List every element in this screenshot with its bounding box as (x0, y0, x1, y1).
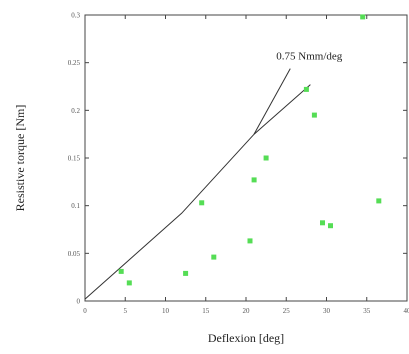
plot-frame (84, 14, 408, 302)
y-tick-label: 0.2 (71, 107, 80, 115)
fit-line (84, 84, 311, 300)
data-points (118, 14, 382, 286)
fit-line-group (84, 84, 311, 300)
x-tick-label: 30 (323, 307, 331, 315)
data-point (126, 280, 132, 286)
y-ticks: 0 0.05 0.1 0.15 0.2 0.25 0.3 (68, 12, 407, 306)
x-ticks: 0 5 10 15 20 25 30 35 40 (83, 15, 409, 315)
y-tick-label: 0.15 (68, 155, 81, 163)
data-point (311, 112, 317, 118)
x-tick-label: 5 (124, 307, 128, 315)
x-tick-label: 10 (162, 307, 170, 315)
data-point (376, 198, 382, 204)
y-tick-label: 0.05 (68, 250, 81, 258)
annotation-pointer (253, 68, 291, 135)
x-tick-label: 25 (283, 307, 291, 315)
x-tick-label: 15 (202, 307, 210, 315)
x-tick-label: 0 (83, 307, 87, 315)
data-point (211, 254, 217, 260)
data-point (247, 238, 253, 244)
x-tick-label: 20 (243, 307, 251, 315)
data-point (360, 14, 366, 20)
data-point (199, 200, 205, 206)
y-tick-label: 0.25 (68, 59, 81, 67)
data-point (263, 155, 269, 161)
data-point (251, 177, 257, 183)
y-tick-label: 0.3 (71, 12, 80, 20)
data-point (320, 220, 325, 226)
y-axis-title: Resistive torque [Nm] (13, 105, 27, 212)
y-tick-label: 0.1 (71, 202, 80, 210)
x-tick-label: 40 (404, 307, 409, 315)
data-point (183, 270, 189, 276)
data-point (328, 223, 333, 229)
x-axis-title: Deflexion [deg] (208, 331, 284, 345)
data-point (118, 268, 124, 274)
annotation-text: 0.75 Nmm/deg (276, 51, 342, 63)
x-tick-label: 35 (363, 307, 371, 315)
data-point (303, 86, 309, 92)
annotation-group: 0.75 Nmm/deg (253, 51, 343, 135)
y-tick-label: 0 (77, 298, 81, 306)
